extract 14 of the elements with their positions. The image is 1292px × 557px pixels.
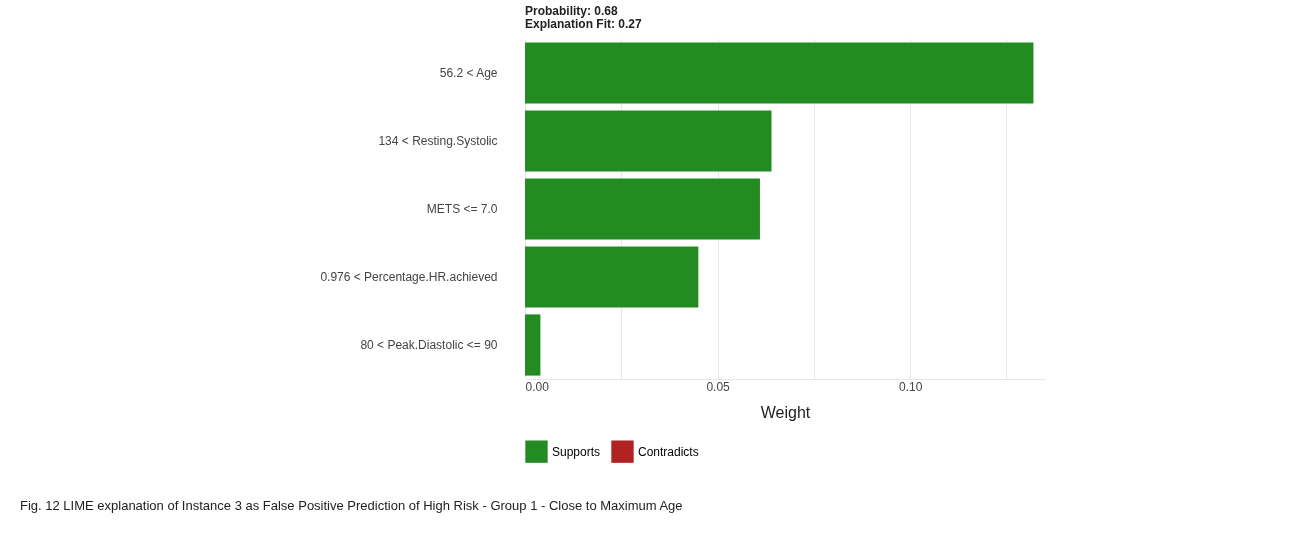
y-tick-label: 0.976 < Percentage.HR.achieved — [320, 270, 498, 284]
legend-label: Contradicts — [638, 444, 699, 459]
y-tick-label: 56.2 < Age — [439, 66, 498, 80]
x-tick-label: 0.10 — [899, 379, 923, 394]
x-tick-label: 0.05 — [706, 379, 731, 394]
chart-title: Probability: 0.68 — [525, 4, 619, 18]
chart-subtitle: Explanation Fit: 0.27 — [525, 17, 643, 31]
y-tick-label: 134 < Resting.Systolic — [378, 134, 498, 148]
caption: Fig. 12 LIME explanation of Instance 3 as False Positive Prediction of High Risk - Group 1 - Close to Maximum Age — [20, 498, 683, 513]
y-tick-label: METS <= 7.0 — [426, 202, 498, 216]
x-tick-label: 0.00 — [525, 379, 550, 394]
y-tick-label: 80 < Peak.Diastolic <= 90 — [360, 338, 498, 352]
legend-label: Supports — [552, 444, 601, 459]
x-axis-title: Weight — [760, 403, 811, 421]
